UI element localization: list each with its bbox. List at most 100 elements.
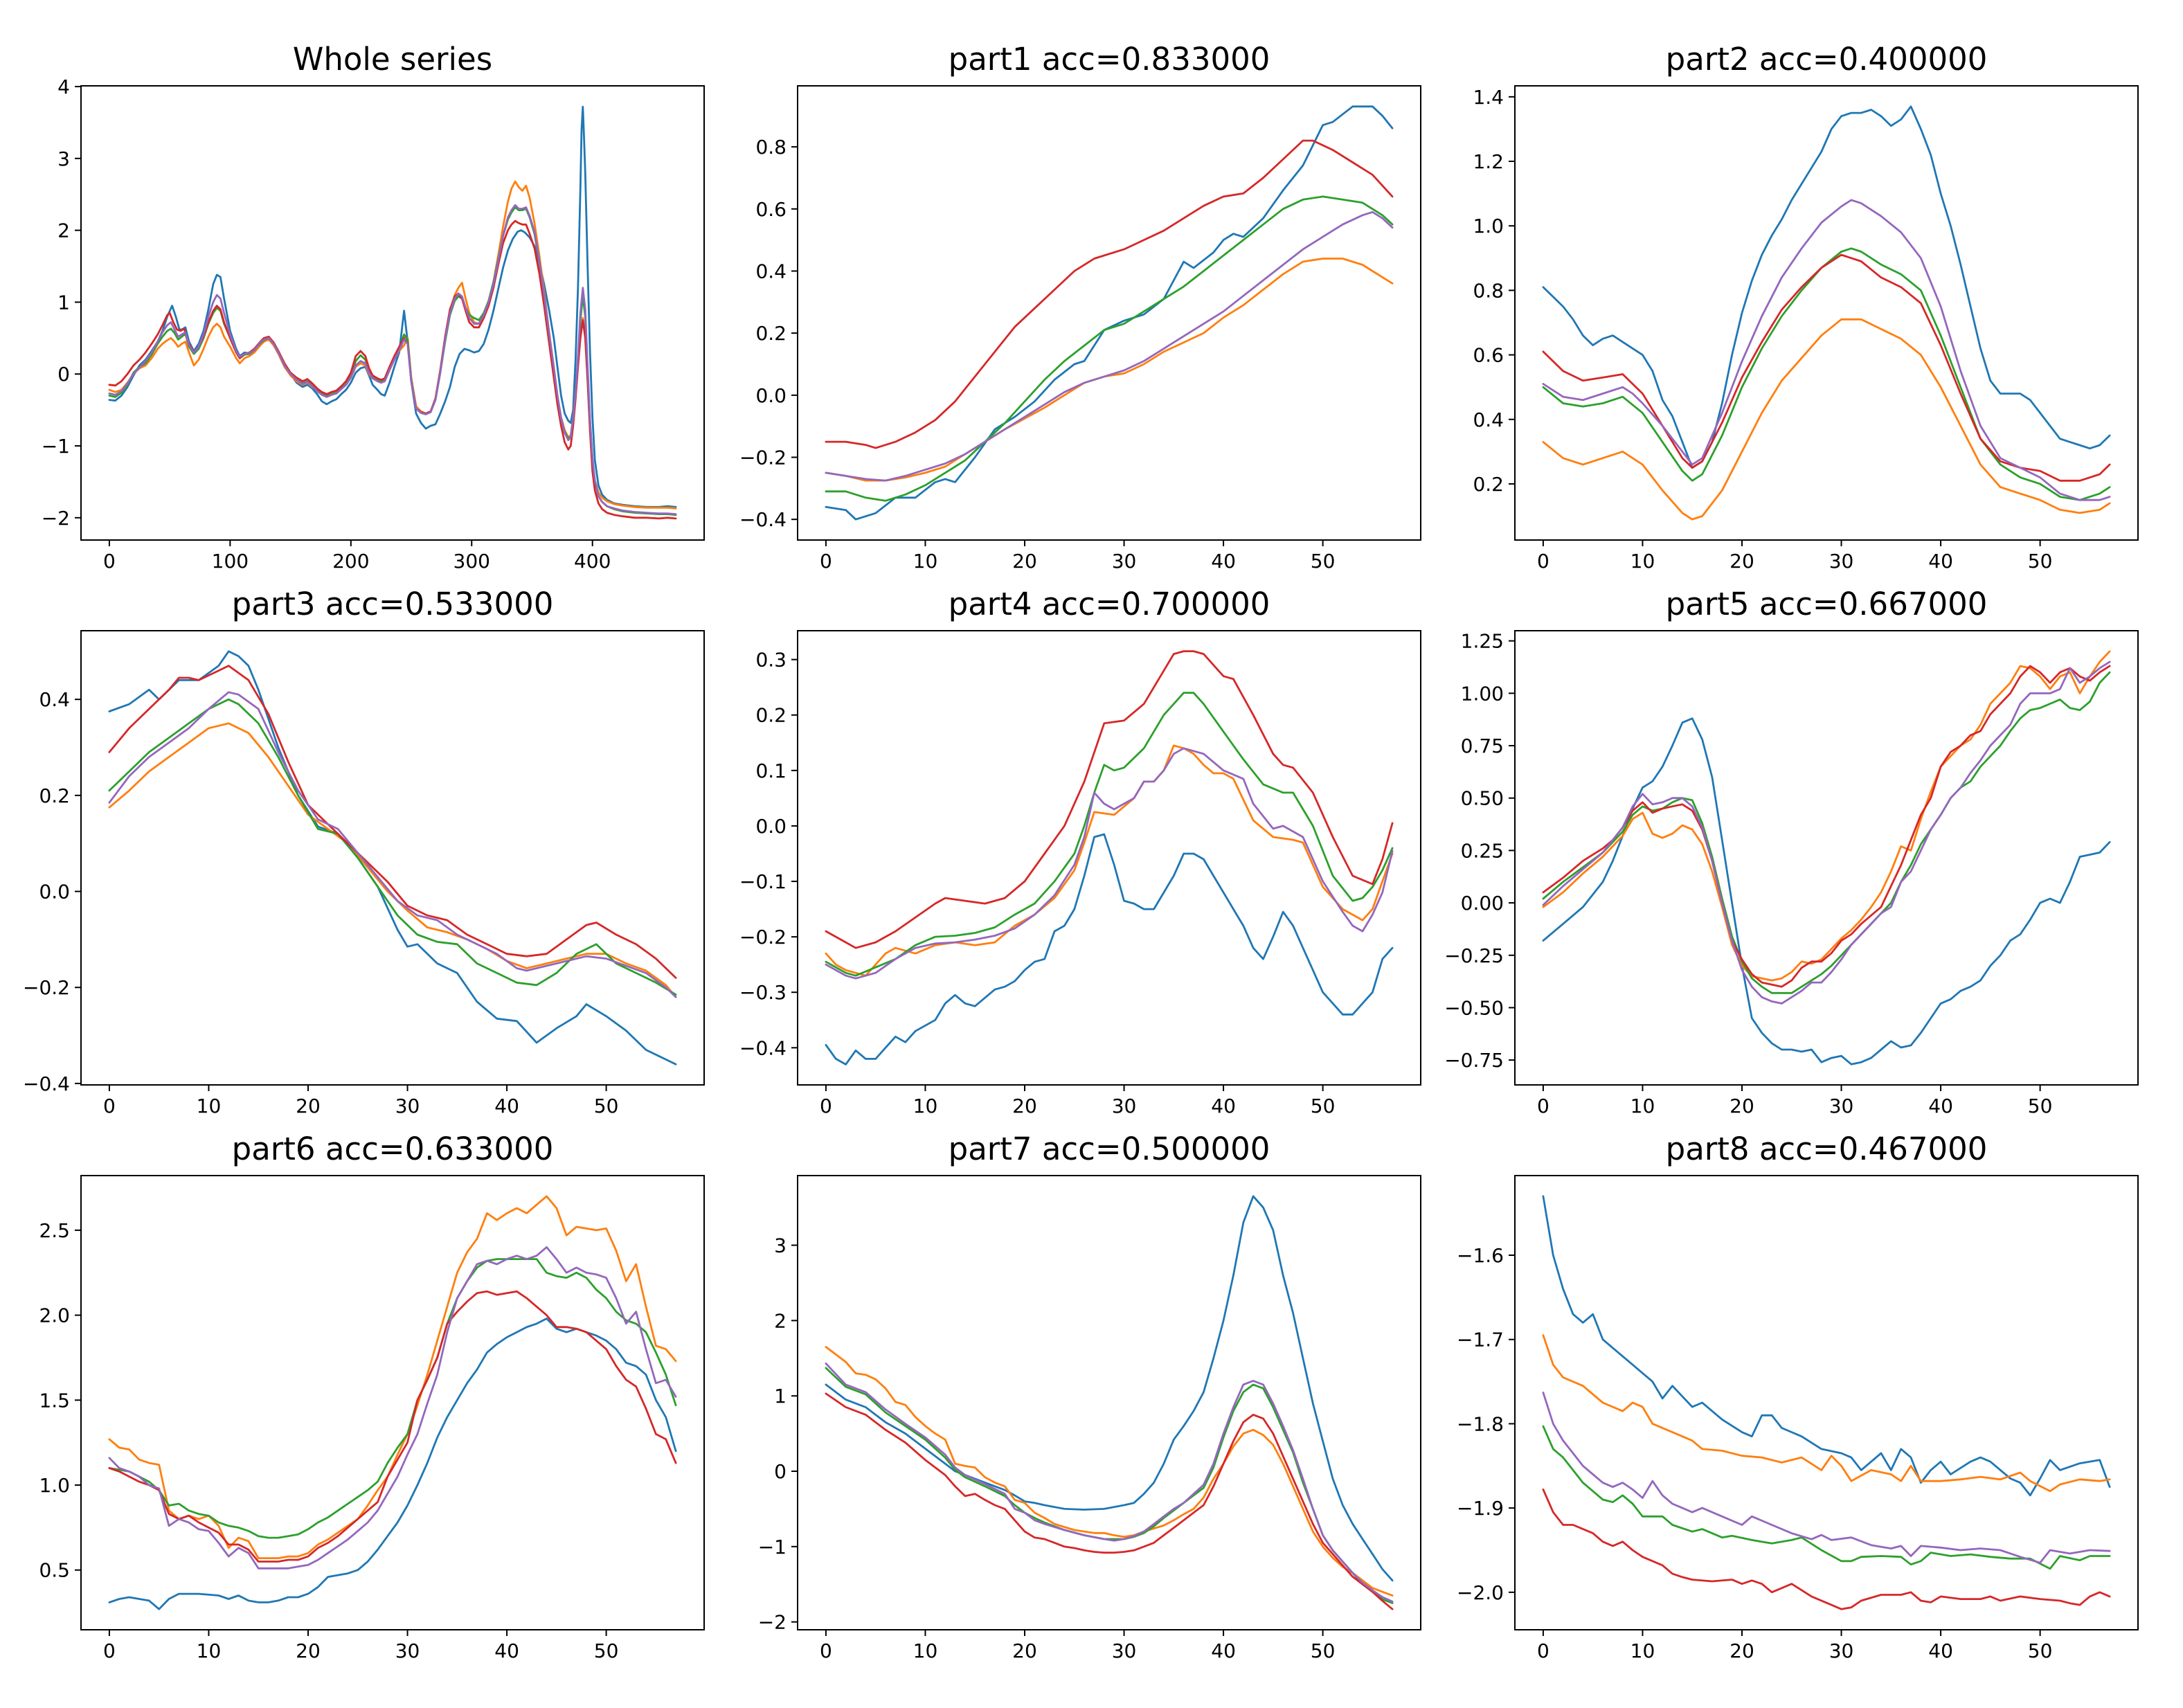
x-tick-label: 0: [103, 550, 116, 573]
subplot-title-part5: part5 acc=0.667000: [1665, 586, 1988, 622]
series-group: [1542, 105, 2111, 521]
y-tick-label: 0.25: [1461, 839, 1504, 862]
subplot-title-part4: part4 acc=0.700000: [948, 586, 1270, 622]
axes-frame: [797, 630, 1421, 1086]
y-tick-label: 0.1: [755, 759, 787, 782]
subplot-whole: 0 100 200 300 400 −2 −1 0 1 2 3 4: [42, 75, 705, 573]
subplot-part4: 0 10 20 30 40 50 −0.4 −0.3 −0.2 −0.1 0.0 0.1 0.2 0.3: [739, 630, 1421, 1117]
x-tick-label: 400: [574, 550, 611, 573]
x-tick-label: 10: [913, 1639, 938, 1662]
series-line-red: [108, 1290, 677, 1563]
y-tick-label: 3: [774, 1234, 787, 1257]
series-line-green: [1542, 671, 2111, 994]
x-tick-label: 0: [820, 1639, 832, 1662]
y-tick-label: −1: [42, 435, 70, 458]
y-tick-label: 1: [57, 291, 70, 314]
series-line-purple: [108, 204, 677, 515]
x-tick-label: 20: [1730, 1639, 1754, 1662]
x-tick-label: 40: [1928, 1639, 1953, 1662]
x-tick-label: 10: [913, 550, 938, 573]
x-tick-label: 30: [1112, 550, 1137, 573]
y-tick-label: 0.0: [755, 815, 787, 838]
subplot-part6: 0 10 20 30 40 50 0.5 1.0 1.5 2.0 2.5: [39, 1175, 705, 1662]
axes-frame: [797, 85, 1421, 541]
y-tick-label: −0.2: [739, 447, 787, 469]
y-tick-label: −2.0: [1457, 1581, 1504, 1604]
series-line-purple: [108, 1246, 677, 1570]
series-line-blue: [825, 833, 1394, 1066]
x-tick-label: 10: [913, 1095, 938, 1117]
series-group: [825, 105, 1394, 521]
y-tick-label: −0.50: [1444, 996, 1504, 1019]
series-line-green: [108, 1258, 677, 1539]
x-tick-label: 20: [1012, 550, 1037, 573]
y-tick-label: 0.5: [39, 1559, 70, 1582]
y-tick-label: 1.25: [1461, 630, 1504, 653]
series-line-blue: [1542, 1195, 2111, 1497]
y-tick-label: 1.00: [1461, 682, 1504, 705]
y-tick-label: 0.2: [755, 704, 787, 727]
subplot-title-part2: part2 acc=0.400000: [1665, 41, 1988, 78]
series-line-green: [825, 195, 1394, 502]
series-line-purple: [1542, 199, 2111, 501]
subplot-title-part3: part3 acc=0.533000: [231, 586, 554, 622]
x-tick-label: 0: [1537, 550, 1549, 573]
series-line-purple: [825, 1363, 1394, 1603]
x-tick-label: 20: [1012, 1639, 1037, 1662]
series-line-blue: [1542, 717, 2111, 1066]
x-tick-label: 0: [820, 550, 832, 573]
y-tick-label: 0.4: [1473, 408, 1504, 431]
y-tick-label: 2.5: [39, 1219, 70, 1242]
y-tick-label: −0.2: [739, 926, 787, 949]
y-tick-label: −0.2: [23, 976, 70, 999]
x-tick-label: 0: [820, 1095, 832, 1117]
y-tick-label: −0.4: [739, 1036, 787, 1059]
y-tick-label: 1.0: [39, 1474, 70, 1497]
axes-frame: [1514, 1175, 2139, 1630]
x-tick-label: 20: [1012, 1095, 1037, 1117]
series-line-red: [825, 139, 1394, 449]
subplot-part1: 0 10 20 30 40 50 −0.4 −0.2 0.0 0.2 0.4 0.6 0.8: [739, 85, 1421, 573]
y-tick-label: 0.4: [755, 260, 787, 282]
series-group: [825, 1195, 1394, 1610]
x-tick-label: 50: [594, 1639, 619, 1662]
x-tick-label: 0: [1537, 1095, 1549, 1117]
series-line-red: [108, 219, 677, 520]
y-tick-label: 0.2: [39, 784, 70, 807]
x-tick-label: 30: [1829, 1095, 1854, 1117]
x-tick-label: 50: [1311, 1639, 1336, 1662]
subplot-title-whole-series: Whole series: [292, 41, 493, 78]
y-tick-label: −0.25: [1444, 944, 1504, 967]
x-tick-label: 0: [1537, 1639, 1549, 1662]
x-tick-label: 40: [1928, 550, 1953, 573]
x-tick-label: 50: [594, 1095, 619, 1117]
x-tick-label: 30: [1829, 1639, 1854, 1662]
series-line-green: [108, 698, 677, 996]
series-line-orange: [825, 258, 1394, 482]
y-tick-label: −2: [42, 507, 70, 530]
y-tick-label: 1.2: [1473, 150, 1504, 173]
y-tick-label: 0.50: [1461, 787, 1504, 810]
series-line-red: [1542, 1488, 2111, 1610]
series-line-purple: [108, 691, 677, 998]
x-tick-label: 30: [1112, 1639, 1137, 1662]
axes-frame: [797, 1175, 1421, 1630]
x-tick-label: 40: [1211, 1095, 1236, 1117]
y-tick-label: 2: [774, 1309, 787, 1332]
y-tick-label: −0.1: [739, 870, 787, 893]
x-tick-label: 40: [1928, 1095, 1953, 1117]
y-tick-label: 0: [774, 1460, 787, 1483]
y-tick-label: 2: [57, 219, 70, 242]
y-tick-label: 0.0: [755, 384, 787, 407]
series-line-orange: [825, 744, 1394, 977]
y-tick-label: 1.4: [1473, 86, 1504, 109]
x-tick-label: 20: [296, 1095, 321, 1117]
x-tick-label: 20: [1730, 550, 1754, 573]
y-tick-label: −1.9: [1457, 1497, 1504, 1520]
subplot-title-part6: part6 acc=0.633000: [231, 1131, 554, 1167]
y-tick-label: −0.4: [23, 1072, 70, 1095]
y-tick-label: −1.7: [1457, 1329, 1504, 1351]
subplot-part3: 0 10 20 30 40 50 −0.4 −0.2 0.0 0.2 0.4: [23, 630, 705, 1117]
series-line-green: [825, 1367, 1394, 1604]
